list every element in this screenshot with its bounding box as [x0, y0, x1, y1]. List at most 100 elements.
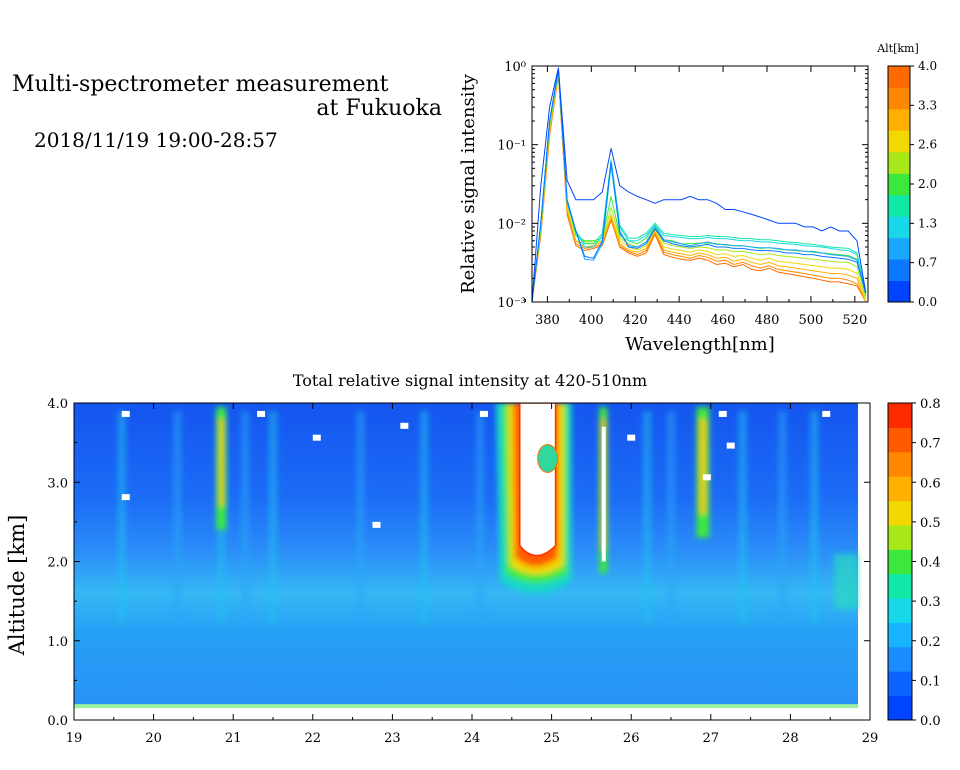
heatmap-streak — [810, 410, 819, 625]
spectrum-series-line — [532, 71, 867, 302]
heatmap-gap — [822, 410, 831, 417]
spectrum-y-tick-label: 10⁰ — [504, 60, 526, 75]
spectrum-series-line — [532, 74, 867, 302]
heatmap-y-tick-label: 0.0 — [47, 714, 68, 729]
plume-saturated-column — [601, 426, 606, 562]
spectrum-series-line — [532, 71, 867, 302]
heatmap-y-tick-label: 2.0 — [47, 556, 68, 571]
colorbar-2-tick-label: 0.6 — [920, 476, 941, 491]
spectrum-ylabel: Relative signal intensity — [458, 73, 479, 294]
colorbar-2-tick-label: 0.5 — [920, 516, 941, 531]
colorbar-2-tick-label: 0.8 — [920, 397, 941, 412]
heatmap-gap — [257, 410, 266, 417]
heatmap-streak — [420, 410, 429, 625]
heatmap-gap — [479, 410, 488, 417]
heatmap-y-tick-label: 1.0 — [47, 635, 68, 650]
colorbar-2-swatch — [888, 451, 912, 477]
heatmap-background — [74, 403, 859, 720]
heatmap-title: Total relative signal intensity at 420-5… — [293, 371, 647, 390]
heatmap-streak — [667, 410, 675, 625]
colorbar-2-swatch — [888, 549, 912, 575]
colorbar-1-swatch — [888, 130, 910, 153]
colorbar-1-swatch — [888, 108, 910, 131]
colorbar-1-tick-label: 2.0 — [918, 177, 937, 191]
colorbar-2-swatch — [888, 500, 912, 526]
colorbar-2-swatch — [888, 476, 912, 502]
measurement-datetime: 2018/11/19 19:00-28:57 — [34, 128, 278, 152]
colorbar-1-swatch — [888, 216, 910, 239]
heatmap-x-tick-label: 25 — [543, 731, 560, 746]
plume-column-core — [699, 418, 707, 514]
heatmap-y-tick-label: 4.0 — [47, 397, 68, 412]
colorbar-2-tick-label: 0.1 — [920, 674, 941, 689]
colorbar-2-tick-label: 0.2 — [920, 635, 941, 650]
spectrum-series-line — [532, 73, 867, 302]
colorbar-1-swatch — [888, 66, 910, 88]
heatmap-gap — [312, 434, 321, 441]
heatmap-x-tick-label: 26 — [623, 731, 640, 746]
heatmap-streak — [738, 410, 747, 625]
spectrum-series-line — [532, 71, 867, 302]
heatmap-x-tick-label: 28 — [782, 731, 799, 746]
heatmap-y-tick-label: 3.0 — [47, 476, 68, 491]
colorbar-2-swatch — [888, 403, 912, 428]
colorbar-2-tick-label: 0.4 — [920, 556, 941, 571]
heatmap-streak — [241, 410, 250, 625]
heatmap-gap — [702, 474, 711, 481]
heatmap-x-tick-label: 19 — [66, 731, 83, 746]
heatmap-x-tick-label: 24 — [464, 731, 481, 746]
spectrum-series-line — [532, 75, 867, 302]
spectrum-y-tick-label: 10⁻³ — [497, 296, 526, 311]
heatmap-ylabel: Altitude [km] — [5, 515, 29, 657]
colorbar-1-title: Alt[km] — [876, 42, 919, 55]
title-line-1: Multi-spectrometer measurement — [12, 72, 389, 97]
colorbar-2-swatch — [888, 524, 912, 550]
heatmap-gap — [121, 410, 130, 417]
colorbar-1-swatch — [888, 151, 910, 174]
spectrum-chart: 380 400 420 440 460 480 500 52010⁰10⁻¹10⁻²10⁻³ … — [458, 42, 937, 355]
colorbar-1-swatch — [888, 173, 910, 196]
spectrum-frame — [531, 65, 869, 303]
heatmap-gap — [726, 442, 735, 449]
colorbar-2-tick-label: 0.7 — [920, 437, 941, 452]
title-line-2: at Fukuoka — [316, 96, 442, 121]
spectrum-x-tick-label: 500 — [798, 313, 823, 328]
colorbar-2-swatch — [888, 598, 912, 623]
heatmap-x-tick-label: 29 — [862, 731, 879, 746]
plume-column-core — [218, 418, 224, 507]
spectrum-series-line — [532, 69, 867, 302]
colorbar-2-swatch — [888, 573, 912, 599]
colorbar-1-tick-label: 3.3 — [918, 98, 937, 112]
heatmap-streak — [117, 410, 126, 625]
spectrum-series-line — [532, 70, 867, 302]
spectrum-series-line — [532, 72, 867, 302]
colorbar-1-swatch — [888, 87, 910, 110]
spectrum-y-tick-label: 10⁻¹ — [497, 139, 526, 154]
colorbar-1-tick-label: 2.6 — [918, 138, 937, 152]
heatmap-gap — [400, 422, 409, 429]
heatmap-streak — [173, 410, 182, 625]
colorbar-1-tick-label: 0.0 — [918, 295, 937, 309]
heatmap-x-tick-label: 23 — [384, 731, 401, 746]
spectrum-x-tick-label: 400 — [579, 313, 604, 328]
colorbar-1-swatch — [888, 194, 910, 217]
spectrum-x-tick-label: 440 — [667, 313, 692, 328]
plume-inner-gap — [537, 443, 559, 473]
heatmap-streak — [475, 410, 484, 625]
heatmap-gap — [372, 521, 381, 528]
colorbar-1-tick-label: 0.7 — [918, 256, 937, 270]
heatmap-chart: Total relative signal intensity at 420-5… — [5, 371, 941, 746]
colorbar-1-swatch — [888, 237, 910, 260]
colorbar-2-swatch — [888, 671, 912, 697]
colorbar-2-swatch — [888, 622, 912, 648]
spectrum-series-line — [532, 67, 867, 302]
spectrum-y-tick-label: 10⁻² — [497, 217, 526, 232]
colorbar-2-swatch — [888, 427, 912, 453]
plume-saturated — [519, 403, 557, 557]
spectrum-x-tick-label: 480 — [755, 313, 780, 328]
spectrum-xlabel: Wavelength[nm] — [625, 334, 775, 355]
spectrum-x-tick-label: 520 — [842, 313, 867, 328]
heatmap-streak — [643, 410, 652, 625]
colorbar-1-swatch — [888, 280, 910, 303]
heatmap-patch — [834, 553, 859, 610]
